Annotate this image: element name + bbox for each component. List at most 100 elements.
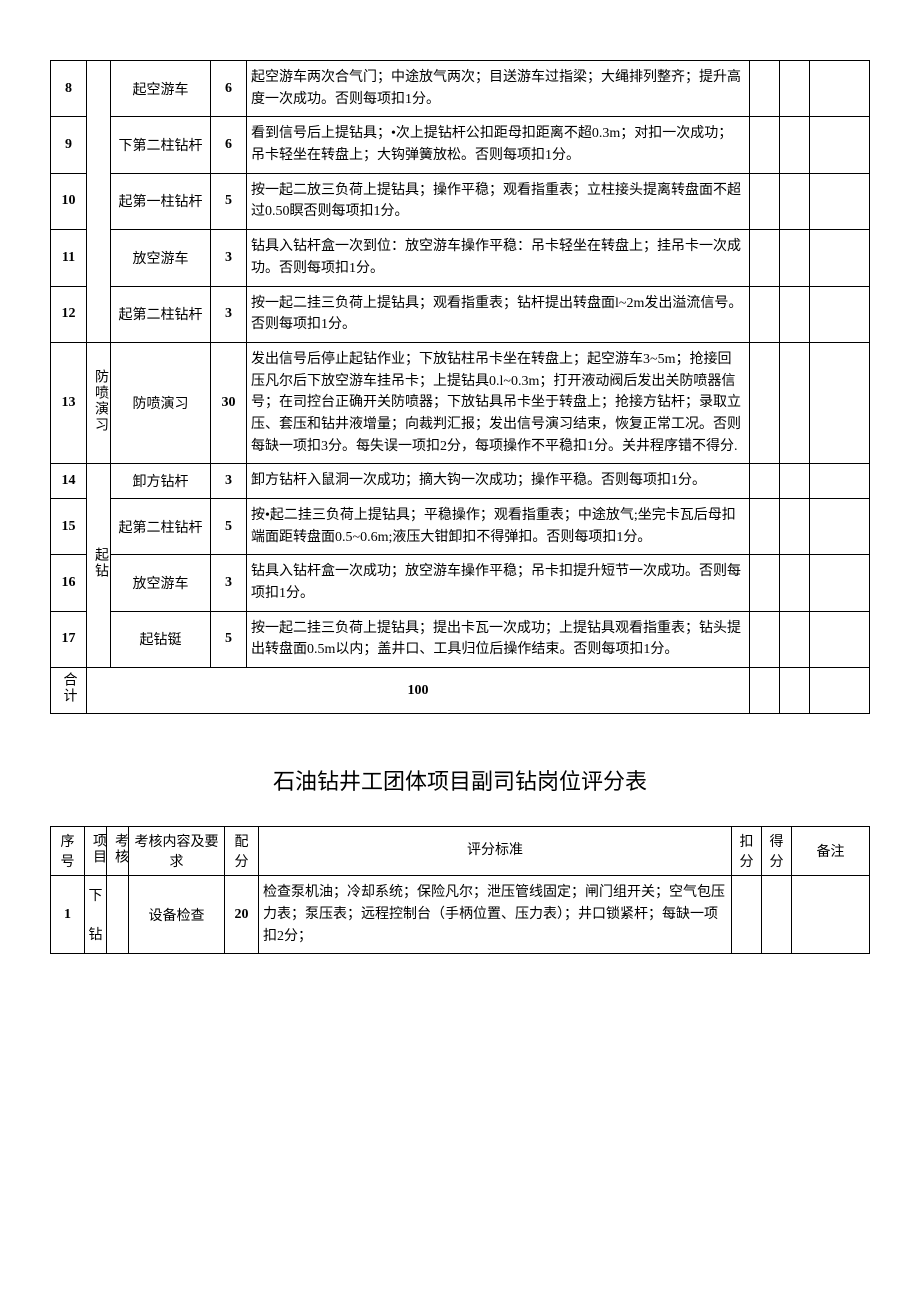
remark-cell [810,668,870,714]
remark-cell [810,499,870,555]
row-number: 16 [51,555,87,611]
score-cell: 6 [211,117,247,173]
row-number: 1 [51,876,85,954]
item-cell: 起第一柱钻杆 [111,173,211,229]
sum-label-text: 合计 [59,672,79,704]
score-cell: 5 [211,499,247,555]
deduct-cell [750,61,780,117]
remark-cell [810,286,870,342]
header-cat-text: 项目 [88,833,108,865]
row-number: 14 [51,464,87,499]
final-cell [780,173,810,229]
deduct-cell [750,668,780,714]
item-cell: 起空游车 [111,61,211,117]
header-num: 序号 [51,827,85,876]
item-cell: 起钻铤 [111,611,211,667]
criteria-cell: 起空游车两次合气门；中途放气两次；目送游车过指梁；大绳排列整齐；提升高度一次成功… [247,61,750,117]
category-cell [87,61,111,343]
row-number: 10 [51,173,87,229]
final-cell [780,555,810,611]
item-cell: 卸方钻杆 [111,464,211,499]
remark-cell [810,611,870,667]
criteria-cell: 钻具入钻杆盒一次成功；放空游车操作平稳；吊卡扣提升短节一次成功。否则每项扣1分。 [247,555,750,611]
score-cell: 5 [211,611,247,667]
table-row: 11 放空游车 3 钻具入钻杆盒一次到位：放空游车操作平稳：吊卡轻坐在转盘上；挂… [51,230,870,286]
category2-cell [107,876,129,954]
row-number: 13 [51,342,87,463]
criteria-cell: 看到信号后上提钻具；•次上提钻杆公扣距母扣距离不超0.3m；对扣一次成功；吊卡轻… [247,117,750,173]
deduct-cell [732,876,762,954]
final-cell [780,499,810,555]
deduct-cell [750,464,780,499]
criteria-cell: 钻具入钻杆盒一次到位：放空游车操作平稳：吊卡轻坐在转盘上；挂吊卡一次成功。否则每… [247,230,750,286]
final-cell [780,117,810,173]
final-cell [780,230,810,286]
table-row: 15 起第二柱钻杆 5 按•起二挂三负荷上提钻具；平稳操作；观看指重表；中途放气… [51,499,870,555]
remark-cell [810,464,870,499]
table-row: 13 防喷演习 防喷演习 30 发出信号后停止起钻作业；下放钻柱吊卡坐在转盘上；… [51,342,870,463]
category-cell: 防喷演习 [87,342,111,463]
criteria-cell: 按一起二挂三负荷上提钻具；观看指重表；钻杆提出转盘面l~2m发出溢流信号。否则每… [247,286,750,342]
score-cell: 3 [211,230,247,286]
item-cell: 下第二柱钻杆 [111,117,211,173]
remark-cell [792,876,870,954]
item-cell: 防喷演习 [111,342,211,463]
remark-cell [810,173,870,229]
deduct-cell [750,611,780,667]
final-cell [780,61,810,117]
row-number: 17 [51,611,87,667]
final-cell [780,611,810,667]
score-cell: 3 [211,555,247,611]
score-cell: 6 [211,61,247,117]
final-cell [762,876,792,954]
criteria-cell: 按•起二挂三负荷上提钻具；平稳操作；观看指重表；中途放气;坐完卡瓦后母扣端面距转… [247,499,750,555]
page-title: 石油钻井工团体项目副司钻岗位评分表 [50,764,870,796]
criteria-cell: 按一起二放三负荷上提钻具；操作平稳；观看指重表；立柱接头提离转盘面不超过0.50… [247,173,750,229]
header-cat: 项目 [85,827,107,876]
score-cell: 3 [211,286,247,342]
criteria-cell: 检查泵机油；冷却系统；保险凡尔；泄压管线固定；闸门组开关；空气包压力表；泵压表；… [259,876,732,954]
category-cell: 钻 [85,915,107,954]
table-row: 17 起钻铤 5 按一起二挂三负荷上提钻具；提出卡瓦一次成功；上提钻具观看指重表… [51,611,870,667]
evaluation-table-1: 8 起空游车 6 起空游车两次合气门；中途放气两次；目送游车过指梁；大绳排列整齐… [50,60,870,714]
item-cell: 设备检查 [129,876,225,954]
table-row: 12 起第二柱钻杆 3 按一起二挂三负荷上提钻具；观看指重表；钻杆提出转盘面l~… [51,286,870,342]
sum-row: 合计 100 [51,668,870,714]
deduct-cell [750,555,780,611]
category-cell: 起钻 [87,464,111,668]
score-cell: 20 [225,876,259,954]
header-remark: 备注 [792,827,870,876]
sum-label: 合计 [51,668,87,714]
remark-cell [810,342,870,463]
remark-cell [810,117,870,173]
table-row: 1 下 设备检查 20 检查泵机油；冷却系统；保险凡尔；泄压管线固定；闸门组开关… [51,876,870,915]
deduct-cell [750,286,780,342]
deduct-cell [750,499,780,555]
remark-cell [810,61,870,117]
header-final: 得分 [762,827,792,876]
header-criteria: 评分标准 [259,827,732,876]
header-deduct: 扣分 [732,827,762,876]
category-cell: 下 [85,876,107,915]
row-number: 12 [51,286,87,342]
score-cell: 3 [211,464,247,499]
evaluation-table-2: 序号 项目 考核 考核内容及要求 配分 评分标准 扣分 得分 备注 1 下 设备… [50,826,870,954]
score-cell: 5 [211,173,247,229]
criteria-cell: 按一起二挂三负荷上提钻具；提出卡瓦一次成功；上提钻具观看指重表；钻头提出转盘面0… [247,611,750,667]
row-number: 8 [51,61,87,117]
final-cell [780,286,810,342]
final-cell [780,668,810,714]
sum-value: 100 [87,668,750,714]
table-row: 8 起空游车 6 起空游车两次合气门；中途放气两次；目送游车过指梁；大绳排列整齐… [51,61,870,117]
final-cell [780,464,810,499]
criteria-cell: 发出信号后停止起钻作业；下放钻柱吊卡坐在转盘上；起空游车3~5m；抢接回压凡尔后… [247,342,750,463]
item-cell: 放空游车 [111,230,211,286]
remark-cell [810,555,870,611]
header-cat2-text: 考核 [110,833,130,865]
category-label: 防喷演习 [90,369,110,433]
deduct-cell [750,230,780,286]
deduct-cell [750,173,780,229]
item-cell: 起第二柱钻杆 [111,286,211,342]
table-row: 16 放空游车 3 钻具入钻杆盒一次成功；放空游车操作平稳；吊卡扣提升短节一次成… [51,555,870,611]
row-number: 9 [51,117,87,173]
